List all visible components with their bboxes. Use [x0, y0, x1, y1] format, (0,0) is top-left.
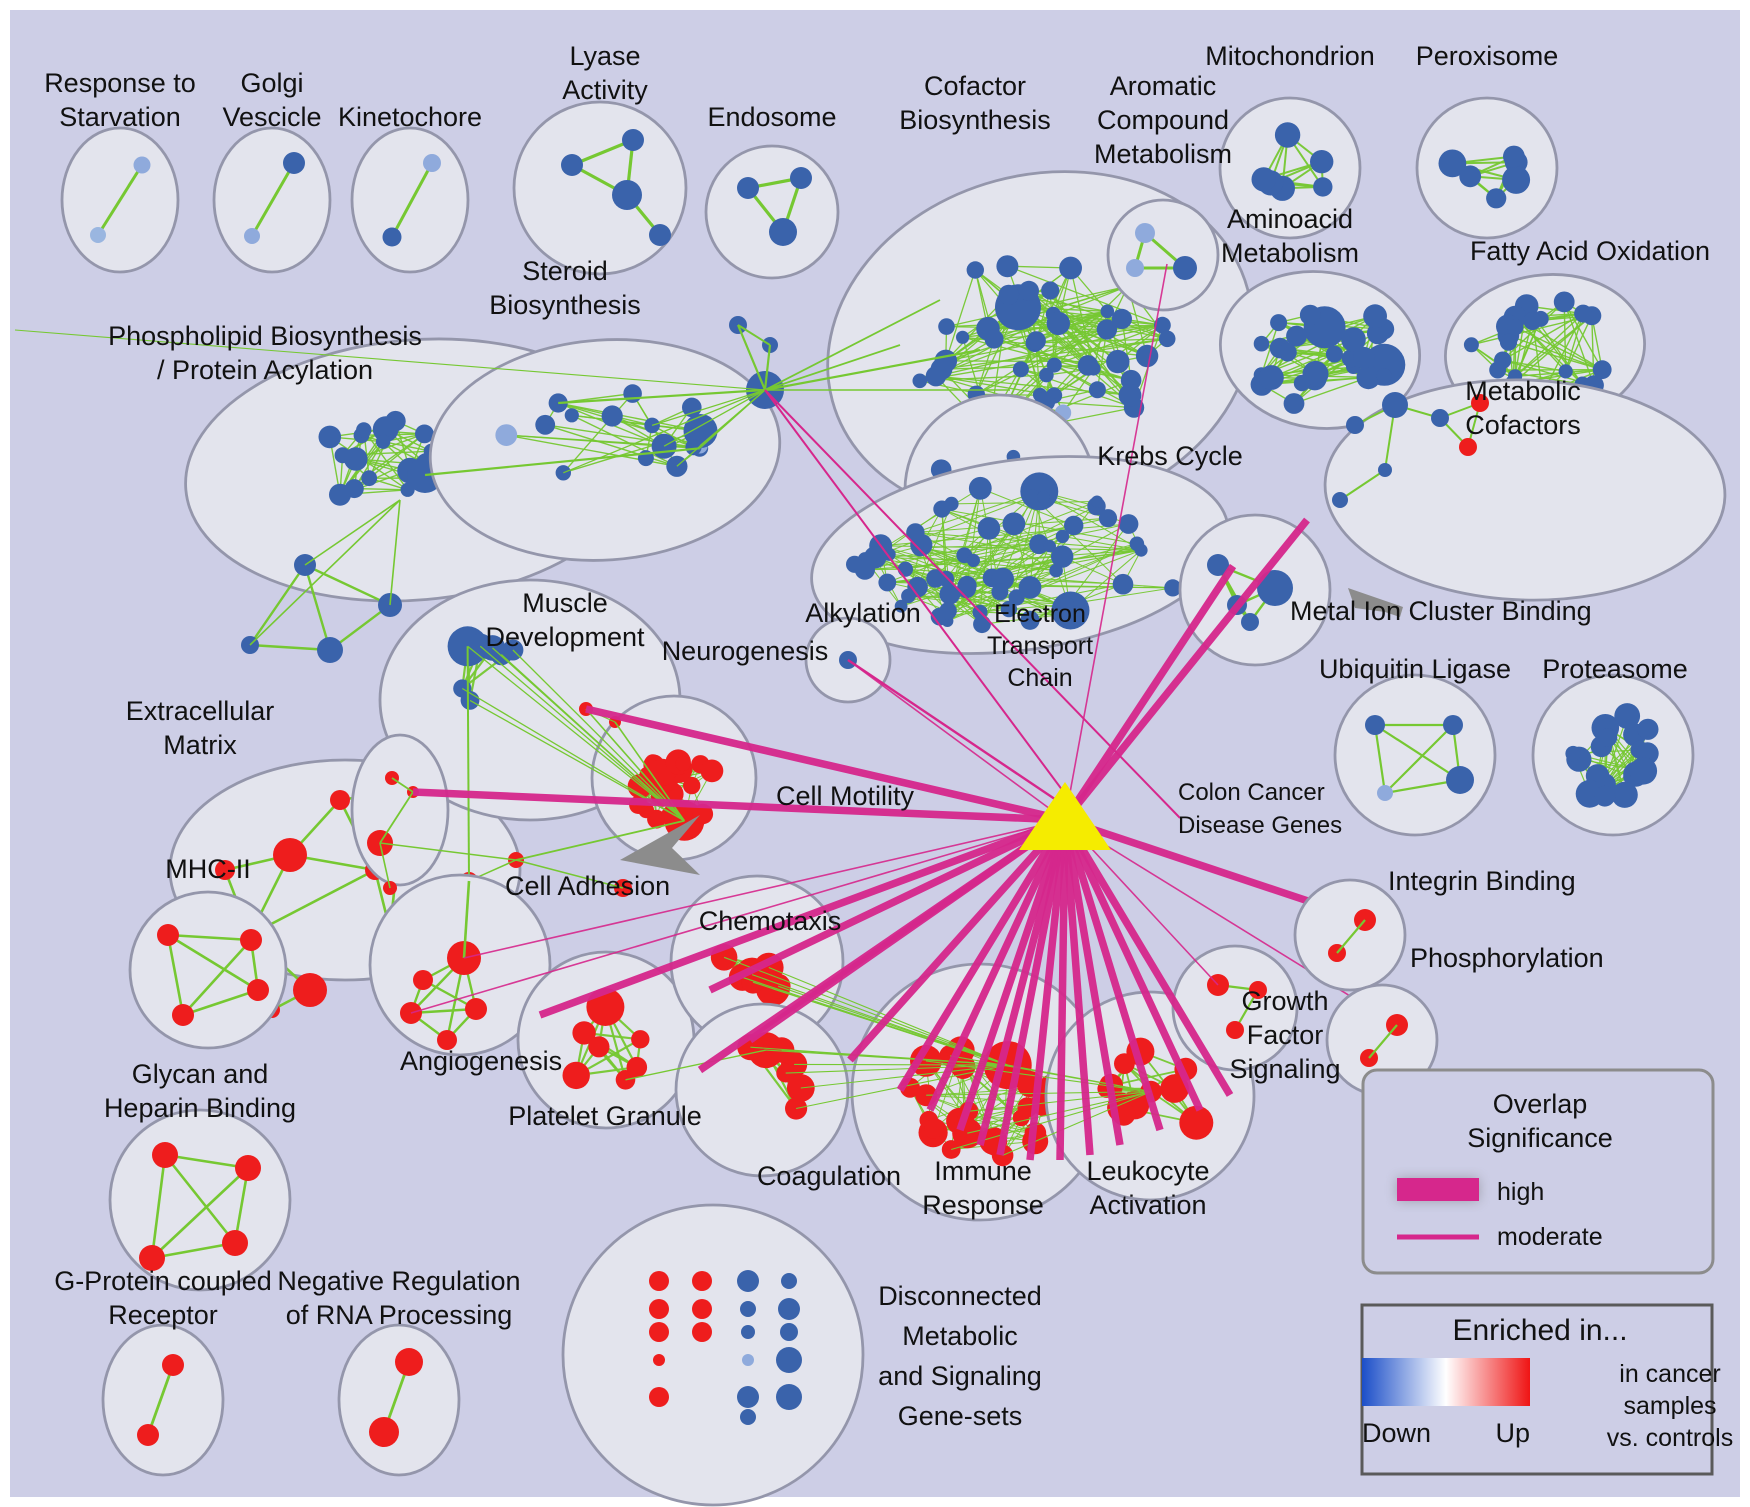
- svg-text:Response to: Response to: [44, 68, 196, 98]
- svg-text:Response: Response: [922, 1190, 1044, 1220]
- svg-text:Muscle: Muscle: [522, 588, 608, 618]
- svg-text:Krebs Cycle: Krebs Cycle: [1097, 441, 1243, 471]
- svg-text:Compound: Compound: [1097, 105, 1229, 135]
- svg-text:Steroid: Steroid: [522, 256, 608, 286]
- svg-text:Chain: Chain: [1007, 664, 1072, 692]
- svg-text:Down: Down: [1362, 1418, 1431, 1448]
- svg-text:Integrin Binding: Integrin Binding: [1388, 866, 1576, 896]
- svg-text:Colon Cancer: Colon Cancer: [1178, 779, 1325, 806]
- svg-text:Biosynthesis: Biosynthesis: [489, 290, 641, 320]
- svg-text:Chemotaxis: Chemotaxis: [699, 906, 842, 936]
- svg-text:high: high: [1497, 1178, 1544, 1206]
- svg-text:Phospholipid Biosynthesis: Phospholipid Biosynthesis: [108, 321, 422, 351]
- svg-text:Metabolic: Metabolic: [1465, 376, 1581, 406]
- svg-text:Lyase: Lyase: [569, 41, 640, 71]
- svg-text:Coagulation: Coagulation: [757, 1161, 901, 1191]
- svg-text:Growth: Growth: [1241, 986, 1328, 1016]
- svg-text:Cofactor: Cofactor: [924, 71, 1026, 101]
- svg-text:Cofactors: Cofactors: [1465, 410, 1581, 440]
- svg-text:Disease Genes: Disease Genes: [1178, 812, 1342, 839]
- svg-text:Neurogenesis: Neurogenesis: [662, 636, 829, 666]
- svg-text:Heparin Binding: Heparin Binding: [104, 1093, 296, 1123]
- svg-text:Proteasome: Proteasome: [1542, 654, 1688, 684]
- svg-text:samples: samples: [1623, 1392, 1716, 1420]
- svg-text:Negative Regulation: Negative Regulation: [277, 1266, 520, 1296]
- svg-text:Activity: Activity: [562, 75, 648, 105]
- svg-text:Ubiquitin Ligase: Ubiquitin Ligase: [1319, 654, 1511, 684]
- svg-text:G-Protein coupled: G-Protein coupled: [54, 1266, 272, 1296]
- svg-text:Cell Motility: Cell Motility: [776, 781, 915, 811]
- svg-text:MHC-II: MHC-II: [165, 854, 250, 884]
- svg-text:and Signaling: and Signaling: [878, 1361, 1042, 1391]
- svg-text:Immune: Immune: [934, 1156, 1032, 1186]
- svg-text:Up: Up: [1495, 1418, 1530, 1448]
- svg-text:/ Protein Acylation: / Protein Acylation: [157, 355, 373, 385]
- svg-text:Receptor: Receptor: [108, 1300, 218, 1330]
- svg-text:Development: Development: [485, 622, 645, 652]
- svg-text:Electron: Electron: [994, 600, 1086, 628]
- svg-text:Metabolic: Metabolic: [902, 1321, 1018, 1351]
- svg-text:Biosynthesis: Biosynthesis: [899, 105, 1051, 135]
- svg-text:Metabolism: Metabolism: [1221, 238, 1359, 268]
- svg-text:Aromatic: Aromatic: [1110, 71, 1217, 101]
- svg-text:Starvation: Starvation: [59, 102, 181, 132]
- svg-text:Kinetochore: Kinetochore: [338, 102, 482, 132]
- svg-text:Phosphorylation: Phosphorylation: [1410, 943, 1604, 973]
- svg-text:moderate: moderate: [1497, 1223, 1603, 1251]
- svg-text:Platelet Granule: Platelet Granule: [508, 1101, 702, 1131]
- svg-text:of RNA Processing: of RNA Processing: [286, 1300, 513, 1330]
- svg-text:Glycan and: Glycan and: [132, 1059, 269, 1089]
- svg-text:Overlap: Overlap: [1493, 1089, 1588, 1119]
- svg-text:Metabolism: Metabolism: [1094, 139, 1232, 169]
- svg-text:Transport: Transport: [987, 632, 1093, 660]
- svg-text:Disconnected: Disconnected: [878, 1281, 1042, 1311]
- svg-text:Golgi: Golgi: [240, 68, 303, 98]
- svg-text:Gene-sets: Gene-sets: [898, 1401, 1023, 1431]
- svg-text:Peroxisome: Peroxisome: [1416, 41, 1559, 71]
- svg-text:Activation: Activation: [1089, 1190, 1206, 1220]
- svg-text:Factor: Factor: [1247, 1020, 1324, 1050]
- svg-text:Mitochondrion: Mitochondrion: [1205, 41, 1375, 71]
- svg-text:Metal Ion Cluster Binding: Metal Ion Cluster Binding: [1290, 596, 1592, 626]
- svg-text:Signaling: Signaling: [1229, 1054, 1340, 1084]
- svg-text:Alkylation: Alkylation: [805, 598, 921, 628]
- svg-text:Angiogenesis: Angiogenesis: [400, 1046, 562, 1076]
- svg-text:Vescicle: Vescicle: [222, 102, 321, 132]
- svg-text:vs. controls: vs. controls: [1607, 1424, 1733, 1452]
- svg-text:Aminoacid: Aminoacid: [1227, 204, 1353, 234]
- svg-text:in cancer: in cancer: [1619, 1360, 1720, 1388]
- svg-text:Significance: Significance: [1467, 1123, 1613, 1153]
- svg-text:Endosome: Endosome: [707, 102, 836, 132]
- svg-text:Extracellular: Extracellular: [126, 696, 275, 726]
- svg-text:Fatty Acid Oxidation: Fatty Acid Oxidation: [1470, 236, 1710, 266]
- svg-text:Cell Adhesion: Cell Adhesion: [505, 871, 670, 901]
- svg-text:Enriched in...: Enriched in...: [1452, 1314, 1627, 1347]
- svg-text:Matrix: Matrix: [163, 730, 237, 760]
- svg-text:Leukocyte: Leukocyte: [1086, 1156, 1209, 1186]
